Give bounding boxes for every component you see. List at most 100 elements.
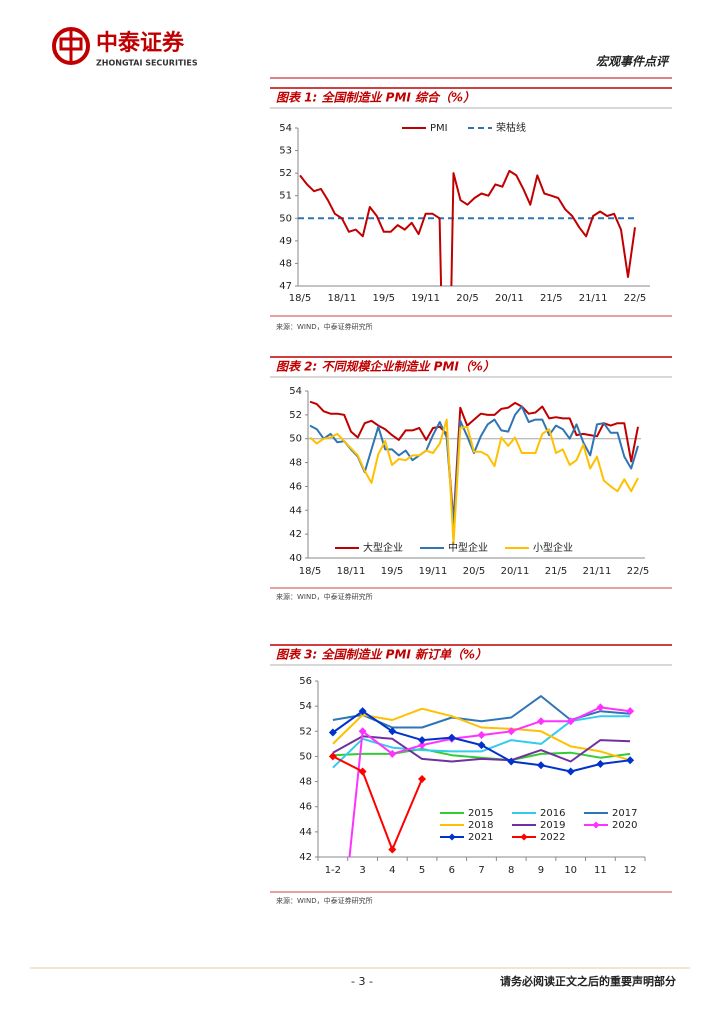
y-tick-label: 53 (279, 146, 292, 157)
source-note: 来源：WIND，中泰证券研究所 (276, 592, 373, 601)
x-tick-label: 21/11 (583, 566, 612, 577)
chart-title: 图表 3: 全国制造业 PMI 新订单（%） (276, 648, 487, 662)
source-note: 来源：WIND，中泰证券研究所 (276, 322, 373, 331)
series-line (332, 715, 631, 769)
y-tick-label: 54 (289, 386, 302, 397)
legend-label: 2018 (468, 820, 493, 831)
y-tick-label: 42 (299, 852, 312, 863)
x-tick-label: 3 (359, 865, 365, 876)
y-tick-label: 52 (279, 168, 292, 179)
series-marker (626, 707, 635, 716)
series-marker (358, 727, 367, 736)
x-tick-label: 12 (624, 865, 637, 876)
legend-label: 2017 (612, 808, 637, 819)
series-line (332, 735, 631, 763)
legend-label: 2019 (540, 820, 565, 831)
y-tick-label: 56 (299, 676, 312, 687)
legend-marker (520, 833, 528, 841)
x-tick-label: 18/5 (299, 566, 321, 577)
x-tick-label: 22/5 (627, 566, 649, 577)
y-tick-label: 40 (289, 553, 302, 564)
x-tick-label: 21/5 (540, 293, 562, 304)
series-marker (477, 741, 486, 750)
y-tick-label: 48 (299, 777, 312, 788)
y-tick-label: 46 (289, 481, 302, 492)
page-number: - 3 - (351, 975, 373, 988)
x-tick-label: 11 (594, 865, 607, 876)
series-marker (328, 752, 337, 761)
x-tick-label: 19/11 (419, 566, 448, 577)
x-tick-label: 6 (449, 865, 455, 876)
x-tick-label: 22/5 (624, 293, 646, 304)
x-tick-label: 19/11 (411, 293, 440, 304)
y-tick-label: 50 (289, 434, 302, 445)
y-tick-label: 42 (289, 529, 302, 540)
series-marker (566, 767, 575, 776)
series-marker (507, 727, 516, 736)
legend-label: 中型企业 (448, 541, 488, 554)
x-tick-label: 20/11 (501, 566, 530, 577)
series-marker (507, 757, 516, 766)
company-en: ZHONGTAI SECURITIES (96, 59, 198, 68)
series-line (332, 755, 423, 851)
legend-label: 小型企业 (533, 541, 573, 554)
y-tick-label: 48 (289, 458, 302, 469)
y-tick-label: 44 (289, 505, 302, 516)
series-marker (328, 728, 337, 737)
series-marker (596, 759, 605, 768)
chart-title: 图表 1: 全国制造业 PMI 综合（%） (276, 91, 475, 105)
x-tick-label: 5 (419, 865, 425, 876)
legend-label: 2015 (468, 808, 493, 819)
x-tick-label: 20/5 (463, 566, 485, 577)
series-marker (566, 717, 575, 726)
x-tick-label: 18/11 (327, 293, 356, 304)
x-tick-label: 18/11 (337, 566, 366, 577)
legend-label: 2021 (468, 832, 493, 843)
x-tick-label: 9 (538, 865, 544, 876)
series-marker (418, 775, 427, 784)
series-marker (536, 717, 545, 726)
legend-label: 2020 (612, 820, 637, 831)
x-tick-label: 4 (389, 865, 395, 876)
series-marker (358, 707, 367, 716)
y-tick-label: 46 (299, 802, 312, 813)
legend-label: PMI (430, 123, 448, 134)
x-tick-label: 8 (508, 865, 514, 876)
y-tick-label: 51 (279, 191, 292, 202)
series-marker (358, 767, 367, 776)
series-marker (626, 756, 635, 765)
x-tick-label: 20/5 (456, 293, 478, 304)
logo-ring (52, 27, 90, 65)
plot (298, 169, 638, 286)
x-tick-label: 19/5 (373, 293, 395, 304)
report-type: 宏观事件点评 (596, 55, 670, 69)
chart-title: 图表 2: 不同规模企业制造业 PMI（%） (276, 360, 495, 374)
x-tick-label: 19/5 (381, 566, 403, 577)
x-tick-label: 10 (564, 865, 577, 876)
legend-marker (448, 833, 456, 841)
company-name: 中泰证券 (96, 30, 185, 56)
series-marker (388, 845, 397, 854)
series-marker (447, 733, 456, 742)
plot (308, 400, 641, 545)
y-tick-label: 54 (279, 123, 292, 134)
legend-label: 2016 (540, 808, 565, 819)
legend-marker (592, 821, 600, 829)
legend-label: 大型企业 (363, 541, 403, 554)
footer-notice: 请务必阅读正文之后的重要声明部分 (500, 974, 676, 988)
legend-label: 2022 (540, 832, 565, 843)
y-tick-label: 48 (279, 258, 292, 269)
series-line (309, 418, 639, 545)
series-marker (596, 703, 605, 712)
y-tick-label: 54 (299, 701, 312, 712)
series-marker (388, 727, 397, 736)
series-marker (329, 1013, 337, 1021)
x-tick-label: 20/11 (495, 293, 524, 304)
plot (328, 695, 635, 1021)
y-tick-label: 52 (299, 726, 312, 737)
series-marker (418, 736, 427, 745)
series-marker (388, 749, 397, 758)
series-line (332, 707, 631, 762)
series-marker (418, 741, 427, 750)
